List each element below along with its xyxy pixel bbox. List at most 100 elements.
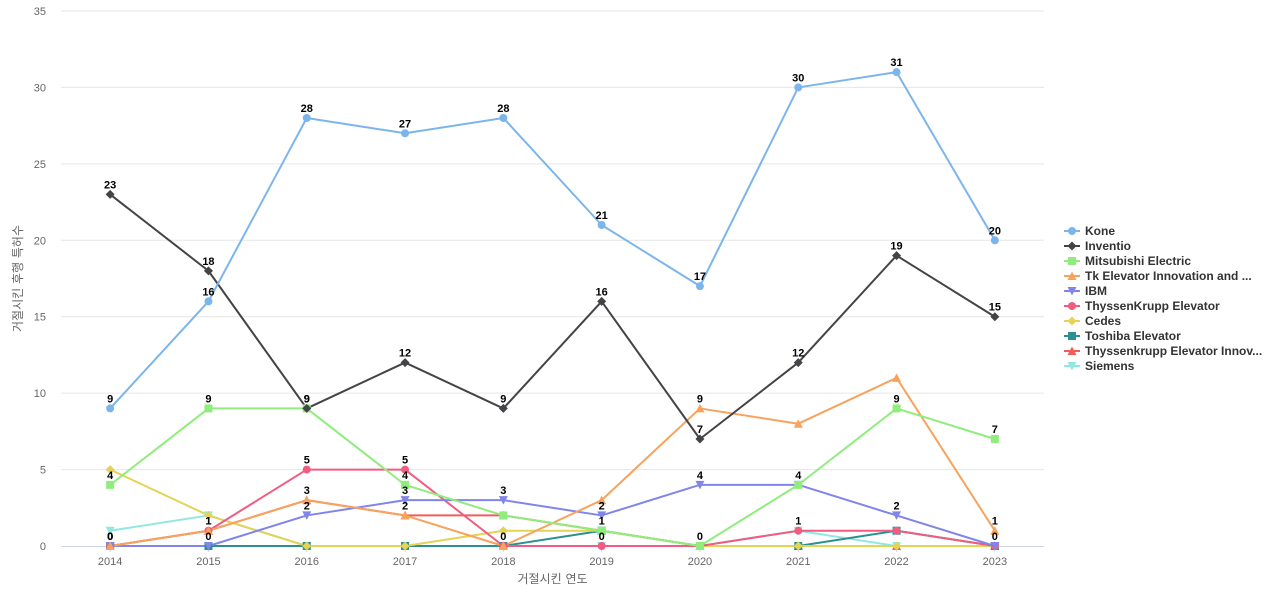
data-point	[106, 480, 115, 489]
y-tick-label: 35	[34, 6, 46, 18]
x-axis-title: 거절시킨 연도	[517, 572, 587, 586]
data-point	[990, 526, 1000, 535]
legend-item[interactable]: ThyssenKrupp Elevator	[1064, 299, 1220, 313]
legend-item[interactable]: Kone	[1064, 224, 1115, 238]
data-label: 0	[992, 531, 998, 543]
axes: 거절시킨 연도 거절시킨 후행 특허수 2014 2015 2016 2017 2018…	[10, 225, 1044, 586]
data-label: 27	[399, 118, 411, 130]
data-point	[498, 403, 508, 413]
data-label: 9	[304, 393, 310, 405]
data-point	[892, 68, 901, 77]
legend-marker	[1067, 271, 1077, 280]
data-label: 4	[697, 470, 704, 482]
data-label: 16	[596, 286, 608, 298]
data-label: 18	[202, 256, 214, 268]
legend-marker	[1068, 302, 1076, 310]
y-tick-label: 0	[40, 541, 46, 553]
data-point	[499, 511, 508, 520]
data-label: 31	[890, 57, 902, 69]
data-label: 0	[205, 531, 211, 543]
legend-item[interactable]: IBM	[1064, 284, 1107, 298]
legend-label: Thyssenkrupp Elevator Innov...	[1085, 344, 1262, 358]
data-label: 9	[697, 393, 703, 405]
series-line	[109, 193, 996, 440]
series-line	[109, 407, 996, 547]
legend-item[interactable]: Inventio	[1064, 239, 1131, 253]
series-line	[109, 483, 996, 547]
data-label: 4	[795, 470, 802, 482]
data-label: 9	[500, 393, 506, 405]
data-label: 9	[107, 393, 113, 405]
data-label: 9	[304, 393, 310, 405]
data-label: 17	[694, 271, 706, 283]
y-axis-title: 거절시킨 후행 특허수	[10, 225, 25, 332]
data-label: 12	[792, 348, 804, 360]
series-lines	[109, 71, 996, 547]
data-point	[302, 114, 311, 122]
legend-item[interactable]: Siemens	[1064, 359, 1135, 373]
data-label: 5	[402, 455, 408, 467]
series-line	[109, 71, 996, 410]
data-point	[400, 358, 410, 368]
data-label: 9	[205, 393, 211, 405]
x-tick-label: 2020	[688, 556, 712, 568]
legend-marker	[1068, 257, 1076, 265]
data-label: 30	[792, 72, 804, 84]
series-line	[109, 468, 996, 547]
legend-label: Mitsubishi Electric	[1085, 254, 1191, 268]
data-point	[892, 526, 901, 535]
data-point	[204, 297, 213, 306]
data-point	[794, 526, 803, 535]
data-label: 2	[893, 500, 899, 512]
x-tick-label: 2021	[786, 556, 810, 568]
data-label: 23	[104, 179, 116, 191]
legend-label: Kone	[1085, 224, 1115, 238]
data-point	[695, 480, 705, 490]
legend-item[interactable]: Tk Elevator Innovation and ...	[1064, 269, 1252, 283]
data-point	[105, 465, 115, 475]
legend-marker	[1068, 332, 1076, 340]
data-label: 3	[500, 485, 506, 497]
legend-marker	[1067, 287, 1077, 296]
legend-item[interactable]: Mitsubishi Electric	[1064, 254, 1191, 268]
data-point	[498, 541, 508, 550]
y-tick-label: 10	[34, 388, 46, 400]
data-point	[400, 510, 410, 520]
data-label: 28	[497, 103, 509, 115]
legend-marker	[1067, 346, 1077, 355]
data-point	[106, 404, 115, 413]
data-point	[990, 542, 1000, 551]
data-point	[302, 465, 311, 474]
data-point	[892, 373, 902, 382]
x-tick-label: 2014	[98, 556, 122, 568]
data-label: 3	[402, 485, 408, 497]
data-label: 1	[205, 516, 211, 528]
legend-item[interactable]: Thyssenkrupp Elevator Innov...	[1064, 344, 1262, 358]
data-label: 5	[304, 455, 310, 467]
data-point	[597, 495, 607, 505]
data-label: 1	[992, 516, 998, 528]
legend-item[interactable]: Cedes	[1064, 314, 1121, 328]
data-label: 2	[599, 500, 605, 512]
data-point	[302, 511, 312, 520]
data-label: 0	[107, 531, 113, 543]
data-label: 1	[599, 516, 605, 528]
data-label: 7	[697, 424, 703, 436]
data-point	[892, 404, 901, 413]
data-point	[695, 403, 705, 413]
legend-label: Siemens	[1085, 359, 1135, 373]
data-point	[203, 542, 213, 551]
data-point	[892, 511, 902, 520]
y-tick-label: 5	[40, 465, 46, 477]
data-point	[695, 282, 704, 291]
data-point	[793, 541, 803, 551]
data-point	[203, 510, 213, 520]
data-point	[990, 312, 1000, 322]
legend-item[interactable]: Toshiba Elevator	[1064, 329, 1181, 343]
data-point	[203, 526, 213, 535]
x-tick-label: 2019	[589, 556, 613, 568]
data-point	[498, 526, 508, 536]
data-point	[105, 526, 115, 536]
